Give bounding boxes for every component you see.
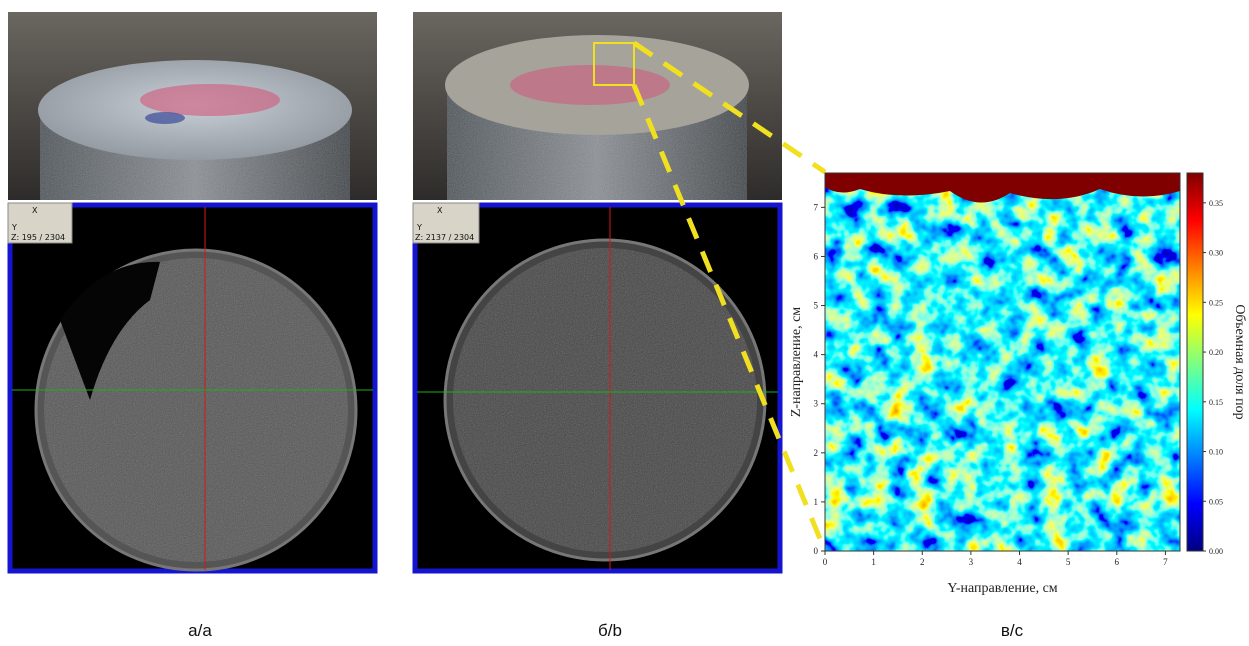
- heatmap-panel: в/с 0 1 2 3 4 5 6 7 0 1 2 3 4 5 6 7 Y-направление, см Z-н…: [789, 173, 1247, 640]
- y-tick-label: 0: [814, 546, 819, 556]
- colorbar-tick-label: 0.05: [1209, 497, 1223, 506]
- colorbar-tick-label: 0.25: [1209, 298, 1223, 307]
- y-axis-label: Z-направление, см: [789, 307, 804, 417]
- panel-label: а/а: [188, 621, 212, 640]
- x-tick-label: 2: [920, 557, 925, 567]
- y-tick-label: 2: [814, 448, 819, 458]
- slice: Z: 2137 / 2304: [415, 233, 474, 242]
- x-tick-label: 5: [1066, 557, 1071, 567]
- colorbar-tick-label: 0.00: [1209, 547, 1223, 556]
- figure: X Y Z: 195 / 2304 а/а X Y Z: 2137 / 2304…: [0, 0, 1249, 646]
- ct-texture: [453, 248, 757, 552]
- panel-a: X Y Z: 195 / 2304 а/а: [8, 12, 377, 640]
- x-tick-label: 1: [871, 557, 876, 567]
- axis-y: Y: [11, 223, 17, 232]
- colorbar-tick-label: 0.10: [1209, 448, 1223, 457]
- panel-label: б/b: [598, 621, 622, 640]
- axis-y: Y: [416, 223, 422, 232]
- axis-x: X: [32, 206, 38, 215]
- x-axis-label: Y-направление, см: [947, 581, 1057, 596]
- y-tick-label: 6: [814, 251, 819, 261]
- colorbar: [1187, 173, 1203, 551]
- colorbar-tick-label: 0.30: [1209, 249, 1223, 258]
- slice: Z: 195 / 2304: [11, 233, 65, 242]
- marking: [140, 84, 280, 116]
- panel-label: в/с: [1001, 621, 1024, 640]
- y-tick-label: 4: [814, 350, 819, 360]
- x-tick-label: 3: [969, 557, 974, 567]
- colorbar-tick-label: 0.15: [1209, 398, 1223, 407]
- marking: [510, 65, 670, 105]
- x-tick-label: 4: [1017, 557, 1022, 567]
- y-tick-label: 5: [814, 301, 819, 311]
- y-tick-label: 1: [814, 497, 819, 507]
- y-tick-label: 3: [814, 399, 819, 409]
- x-tick-label: 0: [823, 557, 828, 567]
- axis-x: X: [437, 206, 443, 215]
- x-tick-label: 6: [1115, 557, 1120, 567]
- x-tick-label: 7: [1163, 557, 1168, 567]
- marking: [145, 112, 185, 124]
- colorbar-tick-label: 0.20: [1209, 348, 1223, 357]
- heatmap: [825, 173, 1180, 551]
- y-tick-label: 7: [814, 202, 819, 212]
- colorbar-tick-label: 0.35: [1209, 199, 1223, 208]
- colorbar-label: Объемная доля пор: [1232, 304, 1247, 419]
